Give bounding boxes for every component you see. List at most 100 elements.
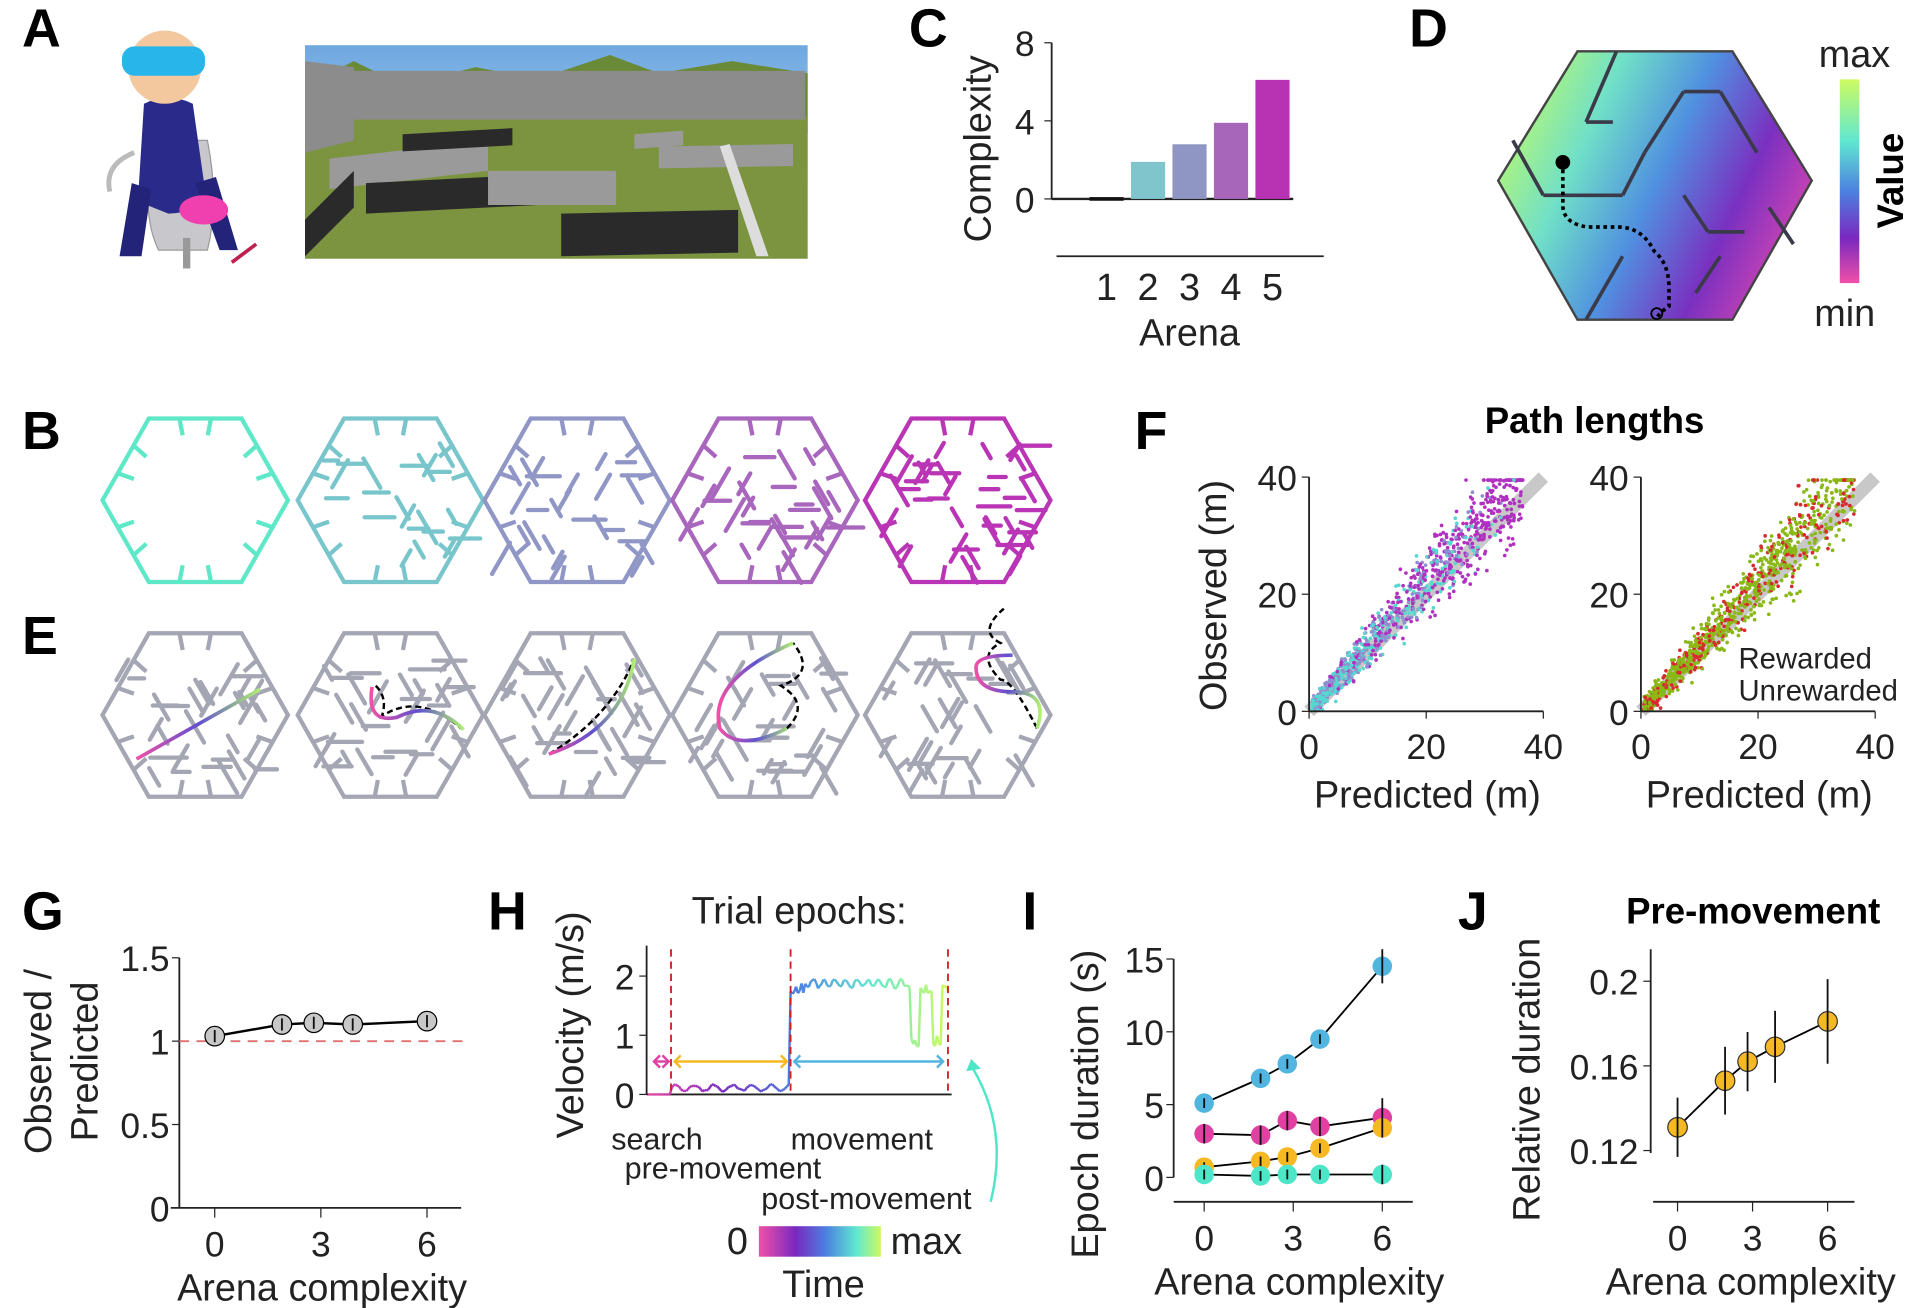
maze-wall <box>780 547 797 573</box>
data-point <box>1363 660 1367 664</box>
data-point <box>1790 580 1795 585</box>
data-point <box>1777 535 1782 539</box>
y-tick-label: 0 <box>615 1077 635 1116</box>
data-point <box>1722 589 1727 594</box>
x-tick-label: 2 <box>1138 267 1159 309</box>
data-point <box>1798 563 1802 567</box>
velocity-trace <box>672 1083 676 1087</box>
data-point <box>1797 483 1801 488</box>
x-axis-label: Arena complexity <box>1154 1262 1444 1304</box>
data-point <box>1766 581 1770 586</box>
data-point <box>1451 569 1456 573</box>
velocity-trace <box>848 984 852 989</box>
data-point <box>1377 615 1381 619</box>
data-point <box>1713 643 1718 647</box>
y-tick-label: 40 <box>1589 460 1628 499</box>
data-point <box>1494 485 1498 490</box>
data-point <box>1339 660 1344 664</box>
data-point <box>1468 515 1473 519</box>
data-point <box>1427 546 1432 550</box>
data-point <box>1466 573 1470 577</box>
data-point <box>1778 549 1783 554</box>
maze-wall <box>529 455 546 480</box>
velocity-trace <box>722 1089 726 1093</box>
maze-wall <box>587 632 595 651</box>
optimal-path <box>1561 162 1671 320</box>
velocity-trace <box>890 980 895 986</box>
data-point <box>1841 518 1846 523</box>
maze-wall <box>920 462 935 484</box>
epoch-label-movement: movement <box>791 1122 934 1156</box>
velocity-trace <box>674 1083 678 1087</box>
y-tick-label: 20 <box>1589 577 1628 616</box>
y-tick-label: 1 <box>615 1018 635 1057</box>
velocity-trace <box>729 1084 733 1088</box>
data-point <box>1732 610 1737 615</box>
maze-wall <box>245 735 263 763</box>
data-point <box>1694 655 1699 660</box>
data-point <box>1389 605 1393 610</box>
maze-wall <box>825 686 844 696</box>
data-point <box>1763 581 1768 586</box>
maze-wall <box>960 554 980 585</box>
data-point <box>1404 590 1409 594</box>
maze-wall <box>437 441 455 469</box>
data-point <box>1716 631 1721 635</box>
data-point <box>1802 533 1807 537</box>
optimal-path <box>777 642 804 730</box>
epoch-label-pre-movement: pre-movement <box>625 1152 822 1186</box>
maze-wall <box>773 513 788 536</box>
data-point <box>1824 478 1828 482</box>
data-point <box>1658 706 1663 710</box>
data-point <box>1788 523 1793 527</box>
data-point <box>1508 543 1513 548</box>
data-point <box>1479 513 1484 517</box>
data-point <box>1512 518 1516 523</box>
data-point <box>1394 595 1399 600</box>
data-point <box>1410 568 1415 573</box>
data-point <box>1848 523 1853 527</box>
maze-wall <box>747 564 755 583</box>
data-point <box>1814 523 1819 527</box>
data-point <box>1464 535 1468 540</box>
data-point <box>1397 607 1401 611</box>
velocity-trace <box>829 980 834 987</box>
maze-wall <box>939 696 961 730</box>
data-point <box>1415 560 1419 565</box>
data-point <box>1809 522 1814 526</box>
maze-wall <box>372 779 380 798</box>
data-point <box>1361 635 1366 640</box>
data-point <box>1787 563 1792 568</box>
data-point <box>1726 590 1731 595</box>
data-point <box>1440 587 1445 591</box>
data-point <box>1810 506 1814 510</box>
data-point <box>1798 589 1802 594</box>
maze-wall <box>812 542 829 557</box>
data-point <box>1362 631 1367 636</box>
data-point <box>1735 596 1740 601</box>
velocity-trace <box>807 981 812 988</box>
maze-wall <box>802 744 824 778</box>
data-point <box>1377 642 1381 647</box>
data-point <box>1716 608 1721 612</box>
data-point <box>1831 496 1835 501</box>
data-point <box>1512 501 1517 506</box>
data-point <box>1845 521 1849 526</box>
data-point <box>1518 493 1523 498</box>
data-point <box>1847 503 1852 508</box>
maze-wall <box>633 702 653 731</box>
data-point <box>1458 571 1463 575</box>
data-point <box>1782 557 1787 561</box>
data-point <box>1424 568 1429 573</box>
data-point <box>1669 683 1674 687</box>
maze-wall <box>177 418 185 436</box>
data-point <box>1725 606 1730 610</box>
data-point <box>1328 679 1333 683</box>
maze-wall <box>424 710 446 743</box>
maze-wall <box>499 659 520 691</box>
data-point <box>1396 624 1401 629</box>
maze-wall <box>199 686 219 718</box>
data-point <box>1703 653 1708 658</box>
maze-wall <box>147 765 162 788</box>
